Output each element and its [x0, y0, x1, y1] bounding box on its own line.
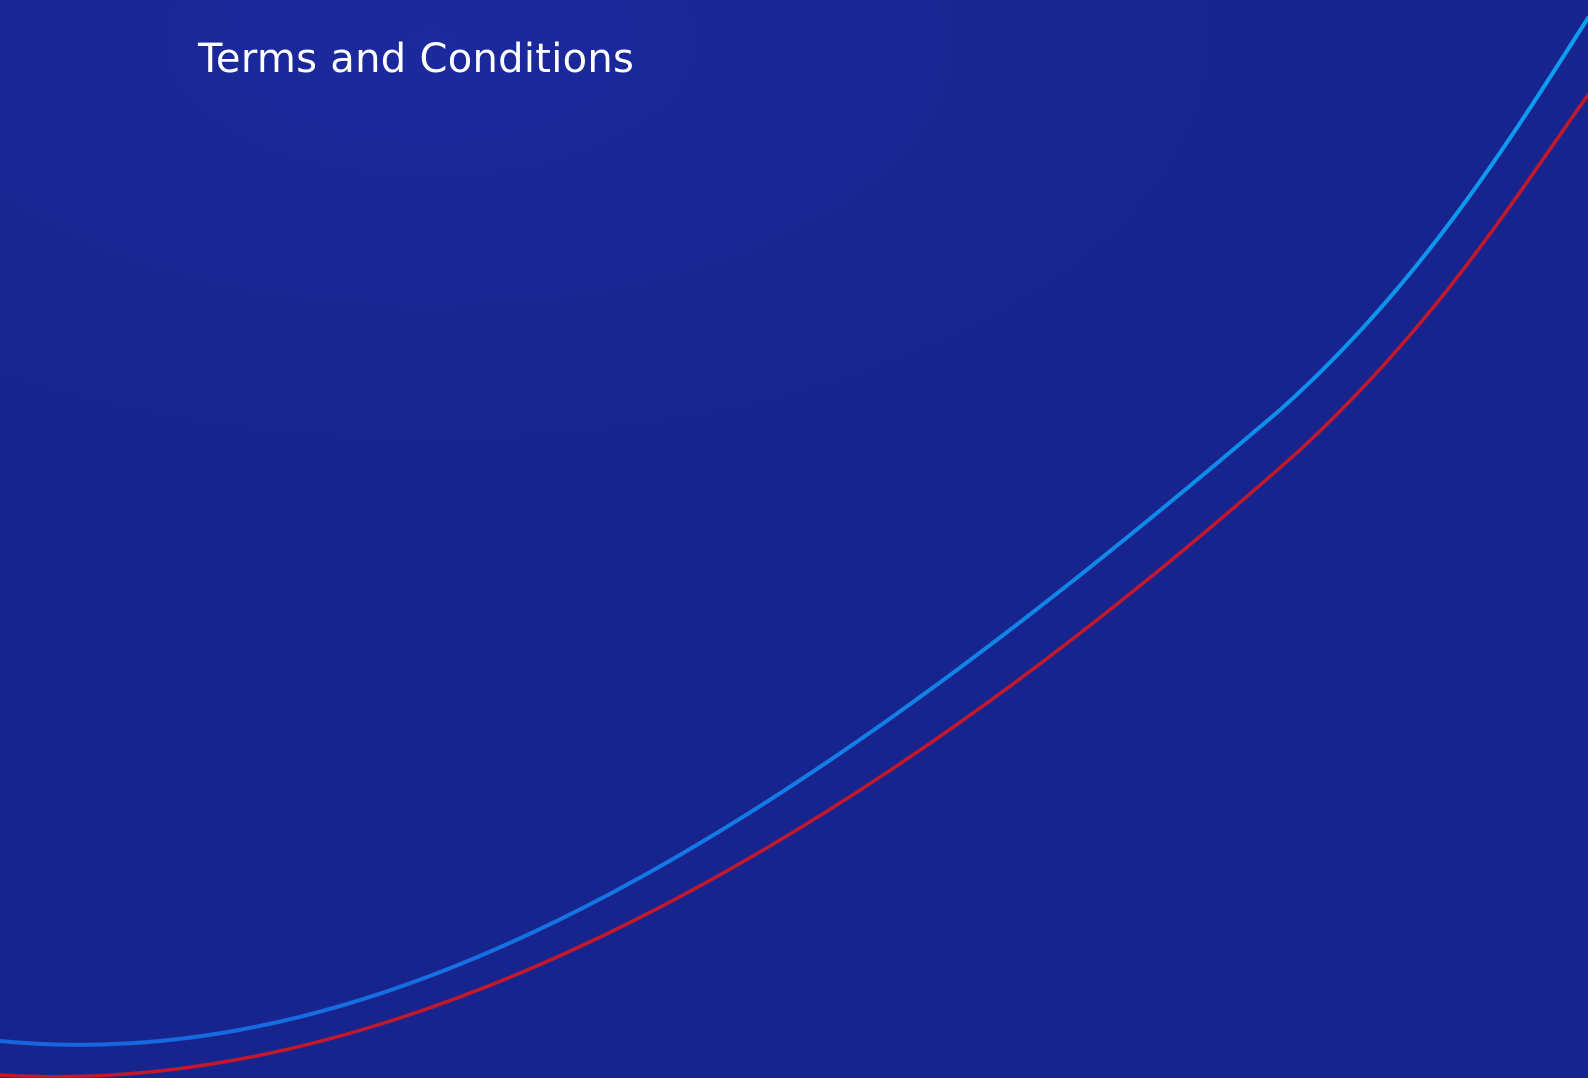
red-curve [0, 93, 1588, 1078]
blue-curve [0, 16, 1588, 1047]
page-title: Terms and Conditions [198, 36, 635, 82]
